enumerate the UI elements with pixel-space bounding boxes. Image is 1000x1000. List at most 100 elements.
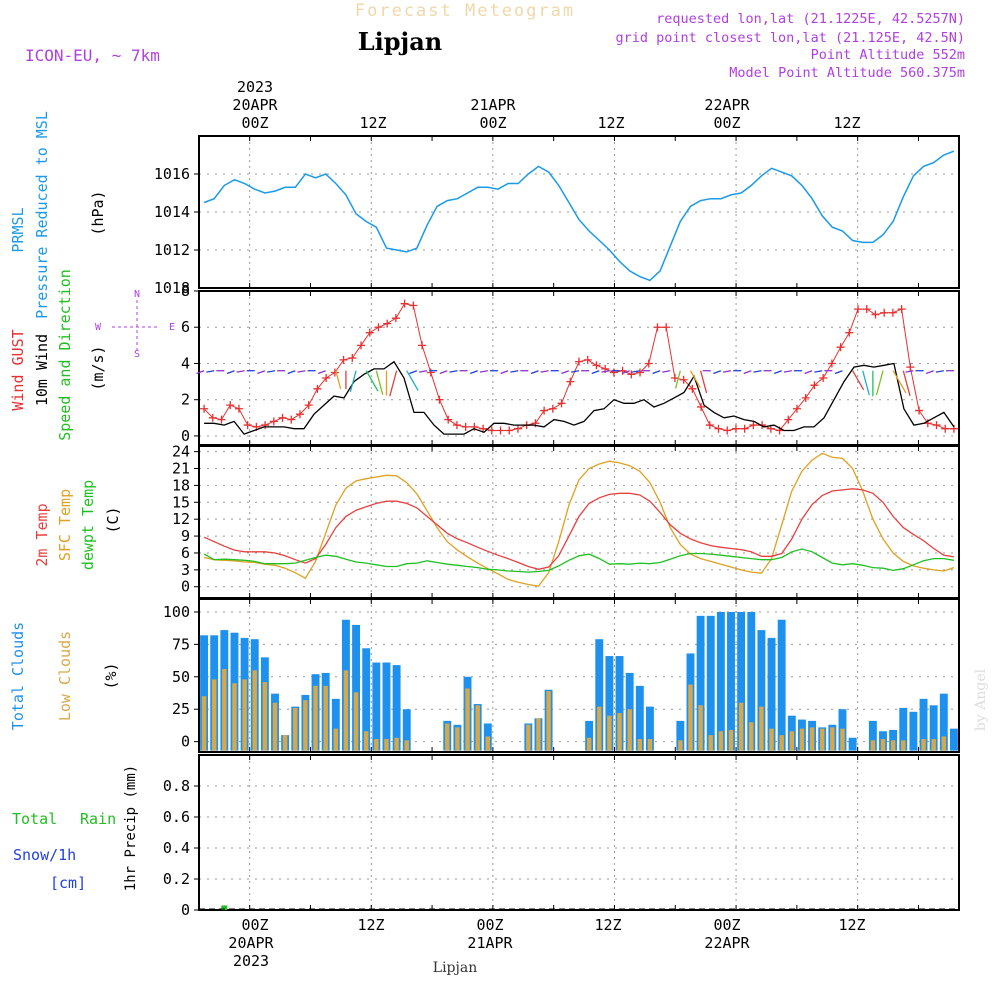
low-cloud-bar (404, 740, 409, 751)
pressure-label-2: Pressure Reduced to MSL (33, 111, 51, 319)
precip-total-label: Total (12, 810, 57, 828)
bottom-date-label: 20APR (228, 934, 274, 952)
total-cloud-bar (939, 693, 948, 751)
top-date-label: 21APR (470, 96, 516, 114)
low-cloud-bar (232, 683, 237, 751)
total-cloud-bar (727, 611, 735, 751)
gust-marker (792, 404, 801, 413)
total-cloud-bar (615, 656, 624, 751)
gust-marker (784, 415, 793, 424)
y-tick-label: 0.2 (163, 870, 190, 888)
wind-direction-arrow (652, 370, 661, 375)
precip-panel: 0 0.2 0.4 0.6 0.8 (163, 754, 960, 919)
total-cloud-bar (747, 611, 756, 751)
y-tick-label: 0 (181, 427, 190, 445)
gust-marker (688, 384, 697, 393)
gust-marker (705, 421, 714, 430)
gust-marker (836, 343, 845, 352)
wind-direction-arrow (297, 370, 306, 373)
wind-direction-arrow (500, 370, 509, 375)
gust-marker (801, 393, 810, 402)
dewpt-label: dewpt Temp (79, 480, 97, 570)
gust-marker (365, 328, 374, 337)
gust-marker (330, 368, 339, 377)
wind-direction-arrow (743, 370, 752, 375)
wind-direction-arrow (621, 370, 630, 375)
gust-marker (444, 415, 453, 424)
wind-direction-arrow (257, 370, 266, 375)
gust-marker (888, 308, 897, 317)
gust-marker (540, 406, 549, 415)
gust-marker (566, 377, 575, 386)
gust-marker (897, 305, 906, 314)
gust-marker (226, 401, 235, 410)
y-tick-label: 18 (172, 476, 190, 494)
wind-direction-arrow (601, 370, 610, 373)
wind-direction-arrow (510, 370, 519, 373)
gust-marker (758, 421, 767, 430)
wind-direction-arrow (206, 370, 215, 373)
low-cloud-bar (890, 740, 896, 751)
wind-direction-arrow (834, 370, 843, 375)
top-date-label: 22APR (704, 96, 750, 114)
wind-direction-arrow (317, 370, 326, 375)
requested-coords: requested lon,lat (21.1225E, 42.5257N) (656, 11, 965, 27)
gust-marker (644, 359, 653, 368)
wind-direction-arrow (935, 370, 944, 373)
total-cloud-bar (635, 685, 644, 751)
total-cloud-bar (909, 711, 918, 751)
gust-marker (513, 424, 522, 433)
total-cloud-bar (645, 706, 654, 751)
y-tick-label: 6 (181, 544, 190, 562)
subtitle: Forecast Meteogram (355, 1, 575, 21)
gust-marker (322, 373, 331, 382)
model-label: ICON-EU, ~ 7km (25, 46, 160, 65)
low-clouds-label: Low Clouds (56, 631, 74, 721)
gust-marker (880, 308, 889, 317)
gust-marker (679, 375, 688, 384)
gust-marker (426, 368, 435, 377)
low-cloud-bar (201, 696, 207, 751)
low-cloud-bar (921, 739, 926, 751)
y-tick-label: 0.8 (163, 777, 190, 795)
low-cloud-bar (272, 702, 278, 751)
bottom-tick-label: 00Z (713, 916, 740, 934)
total-cloud-bar (899, 707, 908, 751)
gust-marker (217, 415, 226, 424)
gust-marker (295, 410, 304, 419)
gust-marker (505, 426, 514, 435)
total-cloud-bar (716, 611, 725, 751)
gust-marker (662, 323, 671, 332)
compass-s: S (134, 349, 140, 360)
gust-marker (548, 404, 557, 413)
gust-marker (348, 354, 357, 363)
total-cloud-bar (868, 720, 877, 751)
gust-marker (339, 355, 348, 364)
precip-panel-border (198, 754, 960, 911)
low-cloud-bar (445, 723, 450, 751)
temp-unit: (C) (104, 506, 122, 533)
gust-marker (827, 359, 836, 368)
gust-marker (304, 401, 313, 410)
clouds-panel: 0 25 50 75 100 (163, 598, 960, 753)
y-tick-label: 0 (181, 901, 190, 919)
total-cloud-bar (352, 624, 361, 751)
total-cloud-bar (919, 698, 928, 751)
gust-marker (269, 417, 278, 426)
gust-marker (810, 381, 819, 390)
gust-marker (862, 305, 871, 314)
gust-marker (906, 363, 915, 372)
gust-marker (496, 426, 505, 435)
low-cloud-bar (931, 739, 936, 751)
gust-marker (557, 399, 566, 408)
precip-rain-label: Rain (80, 810, 116, 828)
wind-direction-arrow (530, 370, 539, 375)
total-cloud-bar (767, 637, 776, 751)
low-cloud-bar (617, 713, 622, 751)
wind-direction-arrow (591, 370, 600, 375)
t2m-label: 2m Temp (33, 503, 51, 566)
sfc-temp-series-line (203, 452, 955, 587)
top-year-label: 2023 (237, 78, 273, 96)
wind-direction-arrow (773, 370, 782, 375)
